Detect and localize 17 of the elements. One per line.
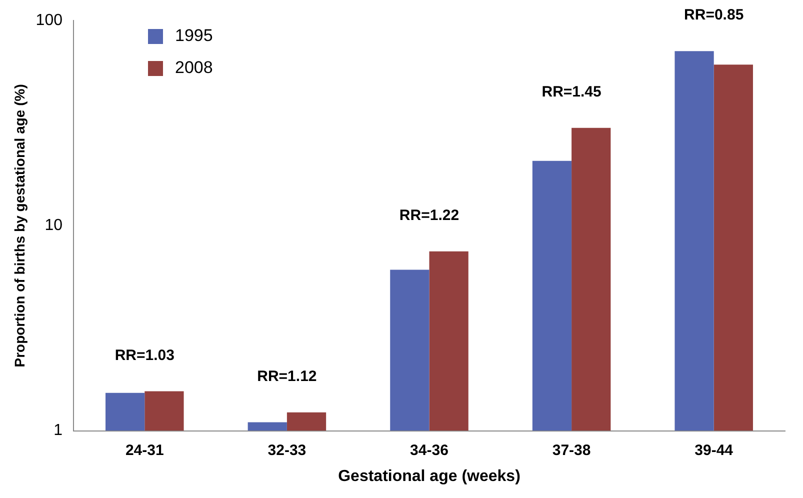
x-tick-label: 24-31 (125, 442, 164, 459)
x-tick-label: 37-38 (552, 442, 591, 459)
annotation: RR=0.85 (684, 6, 744, 24)
legend-label: 2008 (175, 58, 213, 78)
y-tick-label: 10 (44, 217, 63, 234)
annotation: RR=1.03 (114, 346, 174, 364)
annotation: RR=1.45 (542, 83, 602, 100)
annotation: RR=1.12 (257, 368, 317, 385)
y-axis-title: Proportion of births by gestational age (%) (11, 84, 28, 368)
y-tick-label: 1 (54, 422, 63, 440)
y-tick-label: 100 (36, 12, 63, 30)
x-tick-label: 32-33 (268, 442, 306, 459)
x-axis-title: Gestational age (weeks) (338, 468, 520, 485)
legend-label: 1995 (175, 26, 213, 46)
annotation: RR=1.22 (399, 206, 460, 224)
x-tick-label: 34-36 (410, 442, 448, 459)
x-tick-label: 39-44 (694, 442, 734, 459)
